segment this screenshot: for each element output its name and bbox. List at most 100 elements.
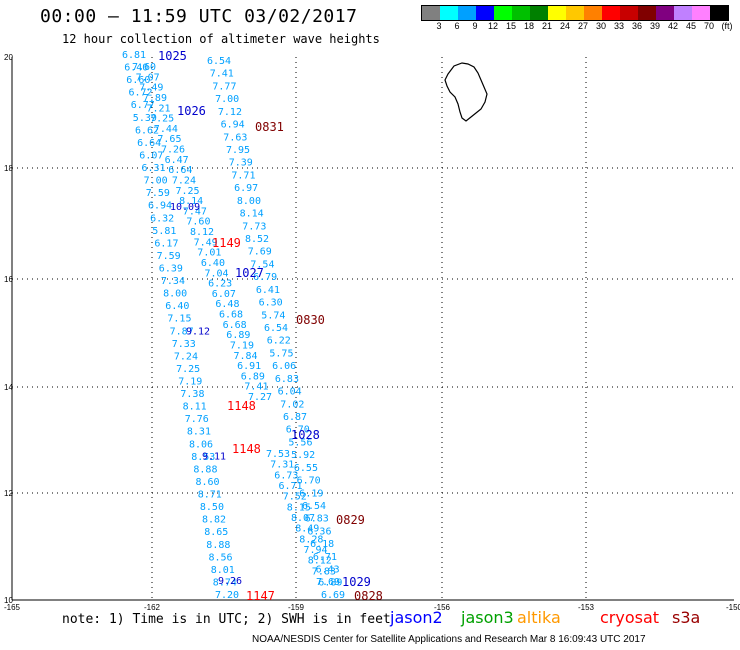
wave-height-value: 10.09: [170, 202, 200, 213]
wave-height-value: 6.54: [302, 501, 326, 512]
wave-height-value: 7.41: [244, 382, 268, 393]
wave-height-value: 6.94: [148, 201, 172, 212]
wave-height-value: 9.11: [202, 451, 226, 462]
wave-height-value: 6.54: [264, 323, 288, 334]
wave-height-value: 7.87: [170, 326, 194, 337]
wave-height-value: 6.64: [137, 138, 161, 149]
wave-height-value: 7.83: [312, 566, 336, 577]
color-scale-swatch: [566, 6, 584, 20]
wave-height-value: 6.17: [154, 238, 178, 249]
color-scale-swatch: [422, 6, 440, 20]
wave-height-value: 6.18: [310, 539, 334, 550]
wave-height-value: 6.68: [219, 310, 243, 321]
wave-height-value: 7.54: [250, 259, 274, 270]
lon-label: -153: [578, 603, 595, 612]
color-scale-swatch: [620, 6, 638, 20]
wave-height-value: 7.12: [218, 107, 242, 118]
pass-time-label: 0831: [255, 120, 284, 134]
wave-height-value: 6.06: [272, 361, 296, 372]
wave-height-value: 7.63: [223, 132, 247, 143]
color-scale-swatch: [494, 6, 512, 20]
color-scale-swatch: [530, 6, 548, 20]
wave-height-value: 7.94: [304, 545, 328, 556]
wave-height-value: 7.15: [167, 314, 191, 325]
map-grid: [11, 57, 734, 601]
wave-height-value: 7.38: [180, 389, 204, 400]
wave-height-value: 8.15: [287, 502, 311, 513]
color-scale-label: (ft): [721, 21, 733, 31]
color-scale-label: 27: [577, 21, 589, 31]
lat-label: 20: [4, 53, 13, 62]
wave-height-value: 6.41: [256, 285, 280, 296]
pass-time-label: 0829: [336, 513, 365, 527]
wave-height-value: 7.69: [248, 247, 272, 258]
color-scale-label: 33: [613, 21, 625, 31]
color-scale-swatch: [692, 6, 710, 20]
wave-height-value: 6.83: [305, 514, 329, 525]
color-scale-label: 70: [703, 21, 715, 31]
wave-height-value: 6.71: [279, 481, 303, 492]
color-scale-label: 18: [523, 21, 535, 31]
wave-height-value: 7.02: [280, 399, 304, 410]
color-scale-swatch: [602, 6, 620, 20]
wave-height-value: 7.95: [226, 145, 250, 156]
color-scale-swatch: [458, 6, 476, 20]
wave-height-value: 6.77: [131, 100, 155, 111]
color-scale-swatch: [656, 6, 674, 20]
lat-label: 18: [4, 164, 13, 173]
lat-label: 10: [4, 596, 13, 605]
wave-height-value: 5.75: [269, 348, 293, 359]
color-scale-swatch: [584, 6, 602, 20]
wave-height-value: 8.14: [179, 196, 203, 207]
wave-height-value: 6.79: [253, 272, 277, 283]
pass-time-label: 1026: [177, 104, 206, 118]
color-scale-label: 36: [631, 21, 643, 31]
wave-height-value: 8.88: [206, 540, 230, 551]
wave-height-value: 8.60: [196, 477, 220, 488]
color-scale-swatch: [548, 6, 566, 20]
pass-time-label: 1147: [246, 589, 275, 603]
lon-label: -162: [144, 603, 161, 612]
legend-item-jason2: jason2: [390, 608, 443, 627]
color-scale-swatch: [710, 6, 728, 20]
wave-height-value: 7.25: [176, 364, 200, 375]
map-subtitle: 12 hour collection of altimeter wave hei…: [62, 32, 380, 46]
wave-height-value: 8.88: [193, 464, 217, 475]
wave-height-value: 7.04: [205, 268, 229, 279]
pass-time-label: 1149: [212, 236, 241, 250]
wave-height-value: 7.77: [212, 81, 236, 92]
pass-time-label: 1029: [342, 575, 371, 589]
wave-height-value: 7.49: [139, 83, 163, 94]
wave-height-value: 5.81: [152, 226, 176, 237]
wave-height-value: 6.68: [223, 320, 247, 331]
wave-height-value: 8.56: [209, 552, 233, 563]
color-scale-label: 24: [559, 21, 571, 31]
wave-height-value: 8.31: [187, 427, 211, 438]
wave-height-value: 6.43: [316, 565, 340, 576]
wave-height-value: 8.06: [189, 439, 213, 450]
wave-height-value: 7.84: [234, 351, 258, 362]
wave-height-value: 7.73: [242, 221, 266, 232]
wave-height-value: 6.62: [135, 125, 159, 136]
wave-height-value: 8.00: [237, 196, 261, 207]
pass-time-label: 1148: [232, 442, 261, 456]
wave-height-value: 7.53: [266, 449, 290, 460]
pass-time-label: 0828: [354, 589, 383, 603]
wave-height-value: 8.01: [211, 565, 235, 576]
wave-height-value: 7.59: [157, 251, 181, 262]
axis-labels: 20 18 16 14 12 10-165 -162 -159 -156 -153 -150: [4, 53, 740, 612]
color-scale-label: 21: [541, 21, 553, 31]
pass-time-labels: 1025 1026 0831 1149 1027 0830 1148 1028 1148 0829…: [158, 49, 383, 603]
wave-height-value: 9.12: [186, 327, 210, 338]
lat-label: 16: [4, 275, 13, 284]
wave-height-value: 6.81: [122, 50, 146, 61]
color-scale-label: 6: [454, 21, 460, 31]
wave-height-value: 6.89: [318, 577, 342, 588]
wave-height-value: 7.60: [132, 62, 156, 73]
wave-height-value: 8.65: [204, 527, 228, 538]
wave-height-value: 6.19: [299, 488, 323, 499]
land-outline: [444, 62, 488, 122]
pass-time-label: 0830: [296, 313, 325, 327]
wave-height-value: 8.00: [163, 289, 187, 300]
wave-height-value: 6.70: [297, 476, 321, 487]
